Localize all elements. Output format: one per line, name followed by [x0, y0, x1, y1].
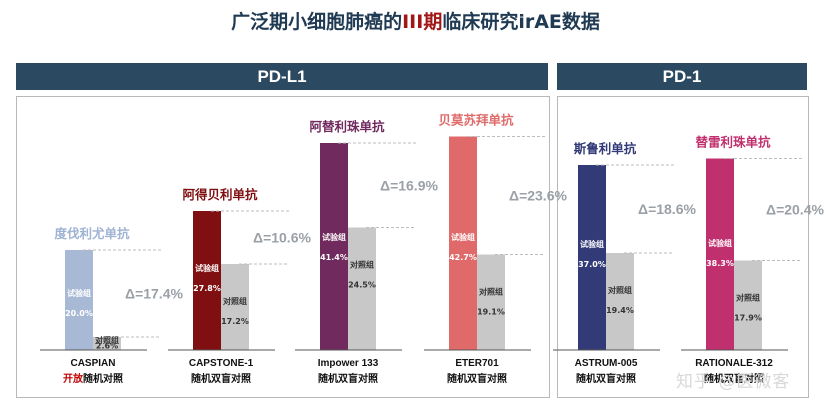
experimental-bar	[193, 211, 221, 350]
control-bar	[348, 227, 376, 350]
control-value-label: 19.4%	[606, 306, 634, 315]
experimental-series-label: 试验组	[67, 288, 91, 298]
experimental-series-label: 试验组	[195, 263, 219, 273]
design-label: 随机双盲对照	[318, 372, 378, 385]
control-value-label: 24.5%	[348, 281, 376, 290]
design-label: 随机双盲对照	[191, 372, 251, 385]
trial-name-label: RATIONALE-312	[695, 358, 773, 369]
control-bar	[477, 254, 505, 350]
design-label: 随机双盲对照	[704, 372, 764, 385]
experimental-value-label: 37.0%	[578, 260, 606, 269]
experimental-value-label: 20.0%	[65, 309, 93, 318]
panel-header-pd-l1: PD-L1	[16, 63, 548, 90]
trial-name-label: Impower 133	[318, 358, 379, 369]
experimental-bar	[706, 158, 734, 350]
page-title: 广泛期小细胞肺癌的III期临床研究irAE数据	[231, 11, 600, 33]
control-value-label: 17.2%	[221, 317, 249, 326]
control-series-label: 对照组	[350, 260, 374, 270]
delta-label: Δ=16.9%	[380, 177, 438, 193]
delta-label: Δ=23.6%	[509, 188, 567, 204]
experimental-bar	[65, 250, 93, 350]
design-text: 随机对照	[83, 372, 123, 385]
trial-name-label: ASTRUM-005	[575, 358, 638, 369]
panel-pd-1	[557, 96, 809, 398]
trial-name-label: ETER701	[455, 358, 499, 369]
drug-name-label: 阿替利珠单抗	[309, 119, 385, 134]
control-bar	[606, 253, 634, 350]
design-emphasis: 开放	[63, 372, 84, 385]
drug-name-label: 贝莫苏拜单抗	[438, 113, 514, 128]
panel-header-pd-1: PD-1	[557, 63, 807, 90]
delta-label: Δ=10.6%	[253, 230, 311, 246]
design-label: 开放随机对照	[63, 372, 123, 385]
control-value-label: 17.9%	[734, 314, 762, 323]
delta-label: Δ=18.6%	[638, 201, 696, 217]
drug-name-label: 替雷利珠单抗	[695, 135, 771, 150]
control-series-label: 对照组	[608, 285, 632, 295]
drug-name-label: 斯鲁利单抗	[574, 141, 637, 156]
control-value-label: 19.1%	[477, 308, 505, 317]
experimental-series-label: 试验组	[580, 239, 604, 249]
control-bar	[221, 264, 249, 350]
design-label: 随机双盲对照	[447, 372, 507, 385]
experimental-value-label: 42.7%	[449, 253, 477, 262]
experimental-value-label: 38.3%	[706, 259, 734, 268]
experimental-series-label: 试验组	[451, 232, 475, 242]
control-series-label: 对照组	[736, 293, 760, 303]
trial-name-label: CASPIAN	[70, 358, 115, 369]
control-bar	[734, 260, 762, 350]
trial-name-label: CAPSTONE-1	[189, 358, 254, 369]
experimental-series-label: 试验组	[322, 232, 346, 242]
control-series-label: 对照组	[95, 335, 119, 345]
delta-label: Δ=17.4%	[125, 286, 183, 302]
experimental-series-label: 试验组	[708, 238, 732, 248]
drug-name-label: 阿得贝利单抗	[182, 187, 258, 202]
design-text: 随机双盲对照	[576, 372, 636, 385]
control-value-label: 2.6%	[96, 342, 118, 351]
panel-pd-l1	[16, 96, 550, 398]
design-text: 随机双盲对照	[318, 372, 378, 385]
design-text: 随机双盲对照	[447, 372, 507, 385]
design-text: 随机双盲对照	[704, 372, 764, 385]
experimental-value-label: 41.4%	[320, 253, 348, 262]
delta-label: Δ=20.4%	[766, 202, 824, 218]
experimental-value-label: 27.8%	[193, 284, 221, 293]
experimental-bar	[449, 136, 477, 350]
design-text: 随机双盲对照	[191, 372, 251, 385]
control-series-label: 对照组	[223, 296, 247, 306]
experimental-bar	[320, 143, 348, 350]
design-label: 随机双盲对照	[576, 372, 636, 385]
watermark: 知乎 @医微客	[676, 372, 791, 392]
control-series-label: 对照组	[479, 287, 503, 297]
control-bar	[93, 337, 121, 350]
experimental-bar	[578, 165, 606, 350]
drug-name-label: 度伐利尤单抗	[54, 226, 130, 241]
